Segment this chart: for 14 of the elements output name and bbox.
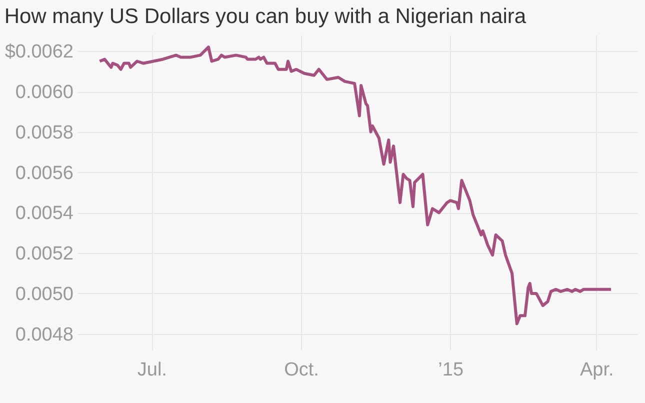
x-tick-label: ’15 xyxy=(438,360,464,380)
y-tick-label: 0.0052 xyxy=(15,244,74,265)
line-series xyxy=(98,46,613,326)
y-tick-label: 0.0054 xyxy=(15,203,74,224)
x-tick-label: Apr. xyxy=(580,360,614,380)
x-tick-label: Oct. xyxy=(284,360,319,380)
chart-title: How many US Dollars you can buy with a Nigerian naira xyxy=(4,5,526,28)
y-tick-label: 0.0048 xyxy=(15,324,74,346)
y-tick-label: 0.0050 xyxy=(15,284,74,305)
y-tick-label: $0.0062 xyxy=(4,42,74,63)
y-tick-label: 0.0056 xyxy=(15,162,74,184)
y-tick-label: 0.0060 xyxy=(15,82,74,104)
y-tick-label: 0.0058 xyxy=(15,122,74,144)
x-tick-label: Jul. xyxy=(137,360,167,380)
